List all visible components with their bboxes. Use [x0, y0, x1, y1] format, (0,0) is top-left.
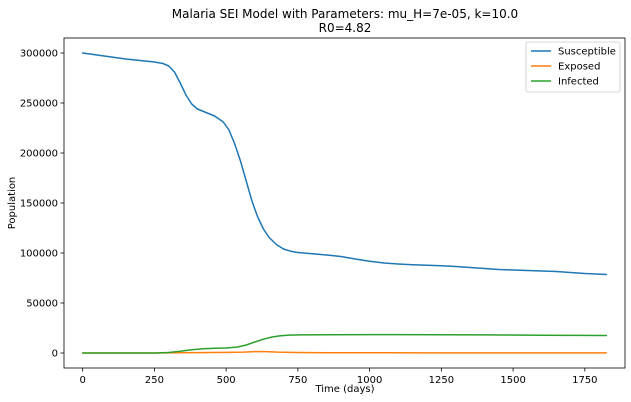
legend-box	[525, 41, 621, 93]
series-line-susceptible	[81, 52, 608, 276]
y-tick-label: 100000	[20, 249, 58, 260]
x-axis: 0 250 500 750 1000 1250 1500 1750	[79, 368, 598, 386]
x-tick-label: 0	[79, 375, 85, 386]
legend-label-exposed: Exposed	[558, 62, 600, 73]
series-layer	[81, 52, 608, 354]
series-line-infected	[81, 333, 608, 354]
y-tick-label: 0	[52, 349, 58, 360]
y-tick-label: 300000	[20, 49, 58, 60]
series-line-exposed	[81, 350, 608, 354]
y-tick-label: 200000	[20, 149, 58, 160]
x-tick-label: 250	[145, 375, 164, 386]
y-axis-label: Population	[7, 177, 18, 230]
legend-label-susceptible: Susceptible	[558, 47, 616, 58]
x-tick-label: 1250	[429, 375, 454, 386]
chart-title-line-1: Malaria SEI Model with Parameters: mu_H=…	[172, 7, 518, 21]
legend: Susceptible Exposed Infected	[525, 41, 621, 93]
x-tick-label: 1000	[357, 375, 382, 386]
x-axis-label: Time (days)	[314, 384, 374, 395]
y-axis: 0 50000 100000 150000 200000 250000 300000	[20, 49, 64, 360]
y-tick-label: 50000	[26, 299, 58, 310]
legend-label-infected: Infected	[558, 77, 599, 88]
x-tick-label: 750	[288, 375, 307, 386]
x-tick-label: 1500	[500, 375, 525, 386]
legend-items: Susceptible Exposed Infected	[531, 47, 616, 88]
y-tick-label: 150000	[20, 199, 58, 210]
x-tick-label: 500	[217, 375, 236, 386]
x-tick-label: 1750	[572, 375, 597, 386]
chart-title-line-2: R0=4.82	[319, 21, 372, 35]
y-tick-label: 250000	[20, 99, 58, 110]
